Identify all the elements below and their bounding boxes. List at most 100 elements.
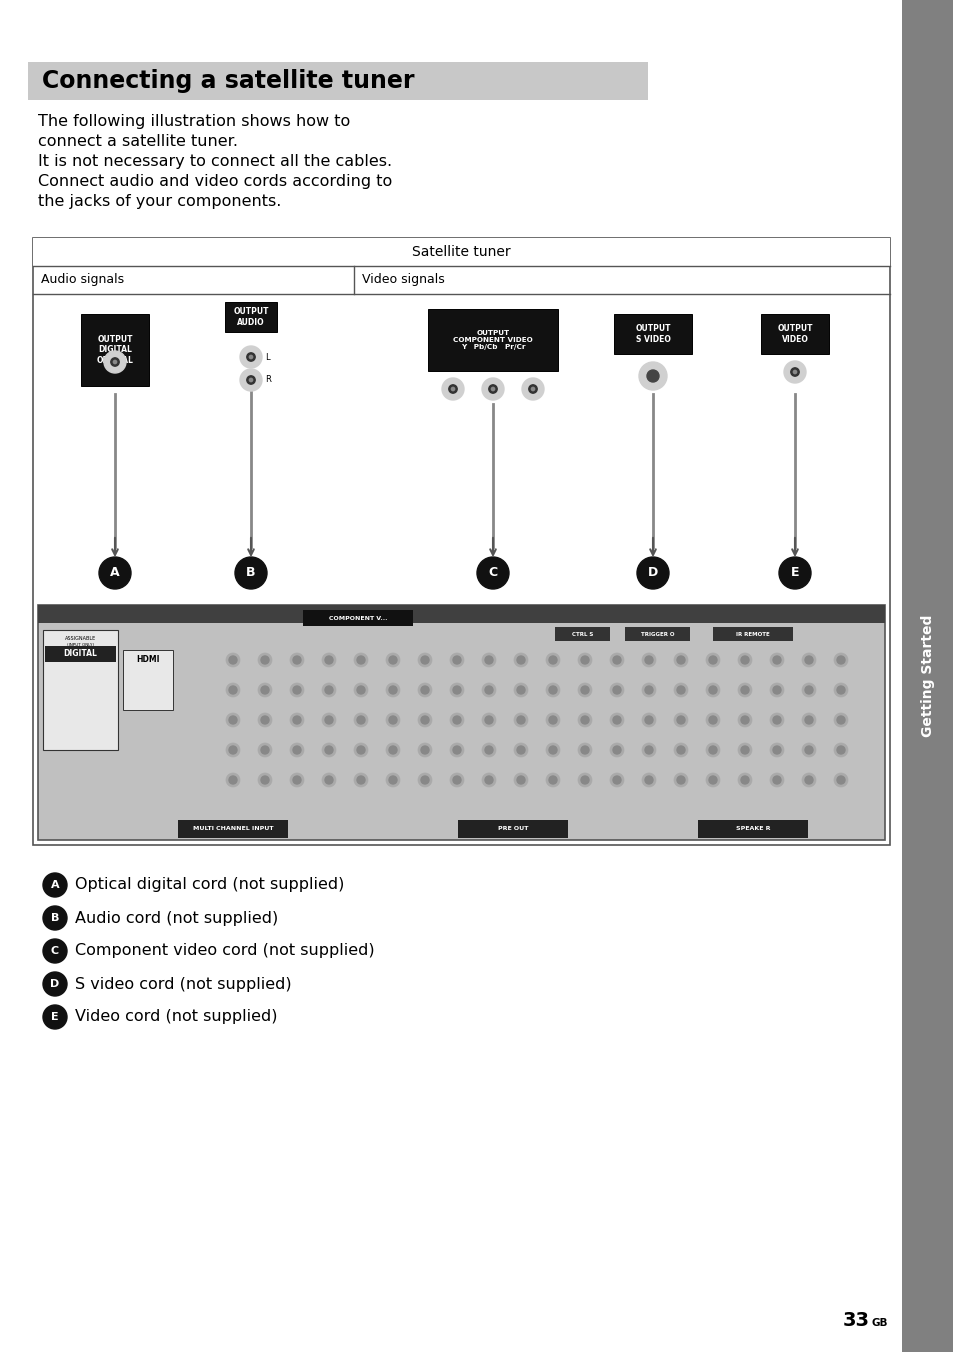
Circle shape <box>484 656 493 664</box>
Bar <box>428 310 558 370</box>
Circle shape <box>779 557 810 589</box>
Circle shape <box>417 653 432 667</box>
Circle shape <box>545 683 559 698</box>
Circle shape <box>833 683 847 698</box>
Circle shape <box>386 653 399 667</box>
Circle shape <box>613 717 620 725</box>
Text: PRE OUT: PRE OUT <box>497 826 528 831</box>
Circle shape <box>580 776 588 784</box>
Text: A: A <box>51 880 59 890</box>
Circle shape <box>226 653 240 667</box>
Circle shape <box>261 776 269 784</box>
Text: B: B <box>51 913 59 923</box>
Circle shape <box>43 972 67 996</box>
Text: MULTI CHANNEL INPUT: MULTI CHANNEL INPUT <box>193 826 273 831</box>
Circle shape <box>261 656 269 664</box>
Circle shape <box>257 653 272 667</box>
Text: (INPUT ONLY): (INPUT ONLY) <box>67 644 94 648</box>
Circle shape <box>484 746 493 754</box>
Circle shape <box>325 717 333 725</box>
Circle shape <box>708 776 717 784</box>
Circle shape <box>229 717 236 725</box>
Circle shape <box>514 744 527 757</box>
Circle shape <box>578 683 592 698</box>
Circle shape <box>641 653 656 667</box>
Bar <box>457 821 567 838</box>
Circle shape <box>644 776 652 784</box>
Bar <box>38 604 884 623</box>
Text: Component video cord (not supplied): Component video cord (not supplied) <box>75 944 375 959</box>
Text: Audio signals: Audio signals <box>41 273 124 287</box>
Circle shape <box>804 776 812 784</box>
Circle shape <box>677 685 684 694</box>
Circle shape <box>484 685 493 694</box>
Circle shape <box>738 713 751 727</box>
Bar <box>712 627 792 641</box>
Circle shape <box>646 370 659 383</box>
Circle shape <box>356 685 365 694</box>
Bar <box>760 314 828 354</box>
Circle shape <box>104 352 126 373</box>
Circle shape <box>325 746 333 754</box>
Circle shape <box>833 713 847 727</box>
Circle shape <box>247 376 254 384</box>
Circle shape <box>740 776 748 784</box>
Circle shape <box>609 713 623 727</box>
Bar <box>614 314 691 354</box>
Circle shape <box>578 744 592 757</box>
Circle shape <box>322 773 335 787</box>
Circle shape <box>740 685 748 694</box>
Circle shape <box>545 713 559 727</box>
Circle shape <box>514 773 527 787</box>
Text: Optical digital cord (not supplied): Optical digital cord (not supplied) <box>75 877 344 892</box>
Circle shape <box>290 713 304 727</box>
Text: 33: 33 <box>842 1310 869 1329</box>
Circle shape <box>290 683 304 698</box>
Circle shape <box>517 685 524 694</box>
Circle shape <box>833 653 847 667</box>
Circle shape <box>99 557 131 589</box>
Circle shape <box>450 713 463 727</box>
Circle shape <box>325 685 333 694</box>
Circle shape <box>740 746 748 754</box>
Circle shape <box>226 773 240 787</box>
Bar <box>303 610 413 626</box>
Circle shape <box>609 773 623 787</box>
Circle shape <box>290 653 304 667</box>
Circle shape <box>453 717 460 725</box>
Circle shape <box>772 746 781 754</box>
Circle shape <box>354 653 368 667</box>
Circle shape <box>354 744 368 757</box>
Circle shape <box>322 653 335 667</box>
Circle shape <box>257 683 272 698</box>
Text: The following illustration shows how to: The following illustration shows how to <box>38 114 350 128</box>
Circle shape <box>514 653 527 667</box>
Circle shape <box>740 656 748 664</box>
Circle shape <box>290 773 304 787</box>
Circle shape <box>705 683 720 698</box>
Circle shape <box>111 358 119 366</box>
Circle shape <box>261 717 269 725</box>
Circle shape <box>356 656 365 664</box>
Circle shape <box>673 683 687 698</box>
Circle shape <box>354 713 368 727</box>
Circle shape <box>641 744 656 757</box>
Circle shape <box>548 776 557 784</box>
Circle shape <box>322 713 335 727</box>
Circle shape <box>448 385 456 393</box>
Circle shape <box>545 744 559 757</box>
Circle shape <box>389 746 396 754</box>
Circle shape <box>450 653 463 667</box>
Circle shape <box>705 713 720 727</box>
Circle shape <box>772 656 781 664</box>
Bar <box>698 821 807 838</box>
Circle shape <box>441 379 463 400</box>
Text: OUTPUT
S VIDEO: OUTPUT S VIDEO <box>635 324 670 343</box>
Circle shape <box>386 773 399 787</box>
Circle shape <box>521 379 543 400</box>
Circle shape <box>613 746 620 754</box>
Circle shape <box>481 773 496 787</box>
Circle shape <box>420 656 429 664</box>
Circle shape <box>740 717 748 725</box>
Text: S video cord (not supplied): S video cord (not supplied) <box>75 976 292 991</box>
